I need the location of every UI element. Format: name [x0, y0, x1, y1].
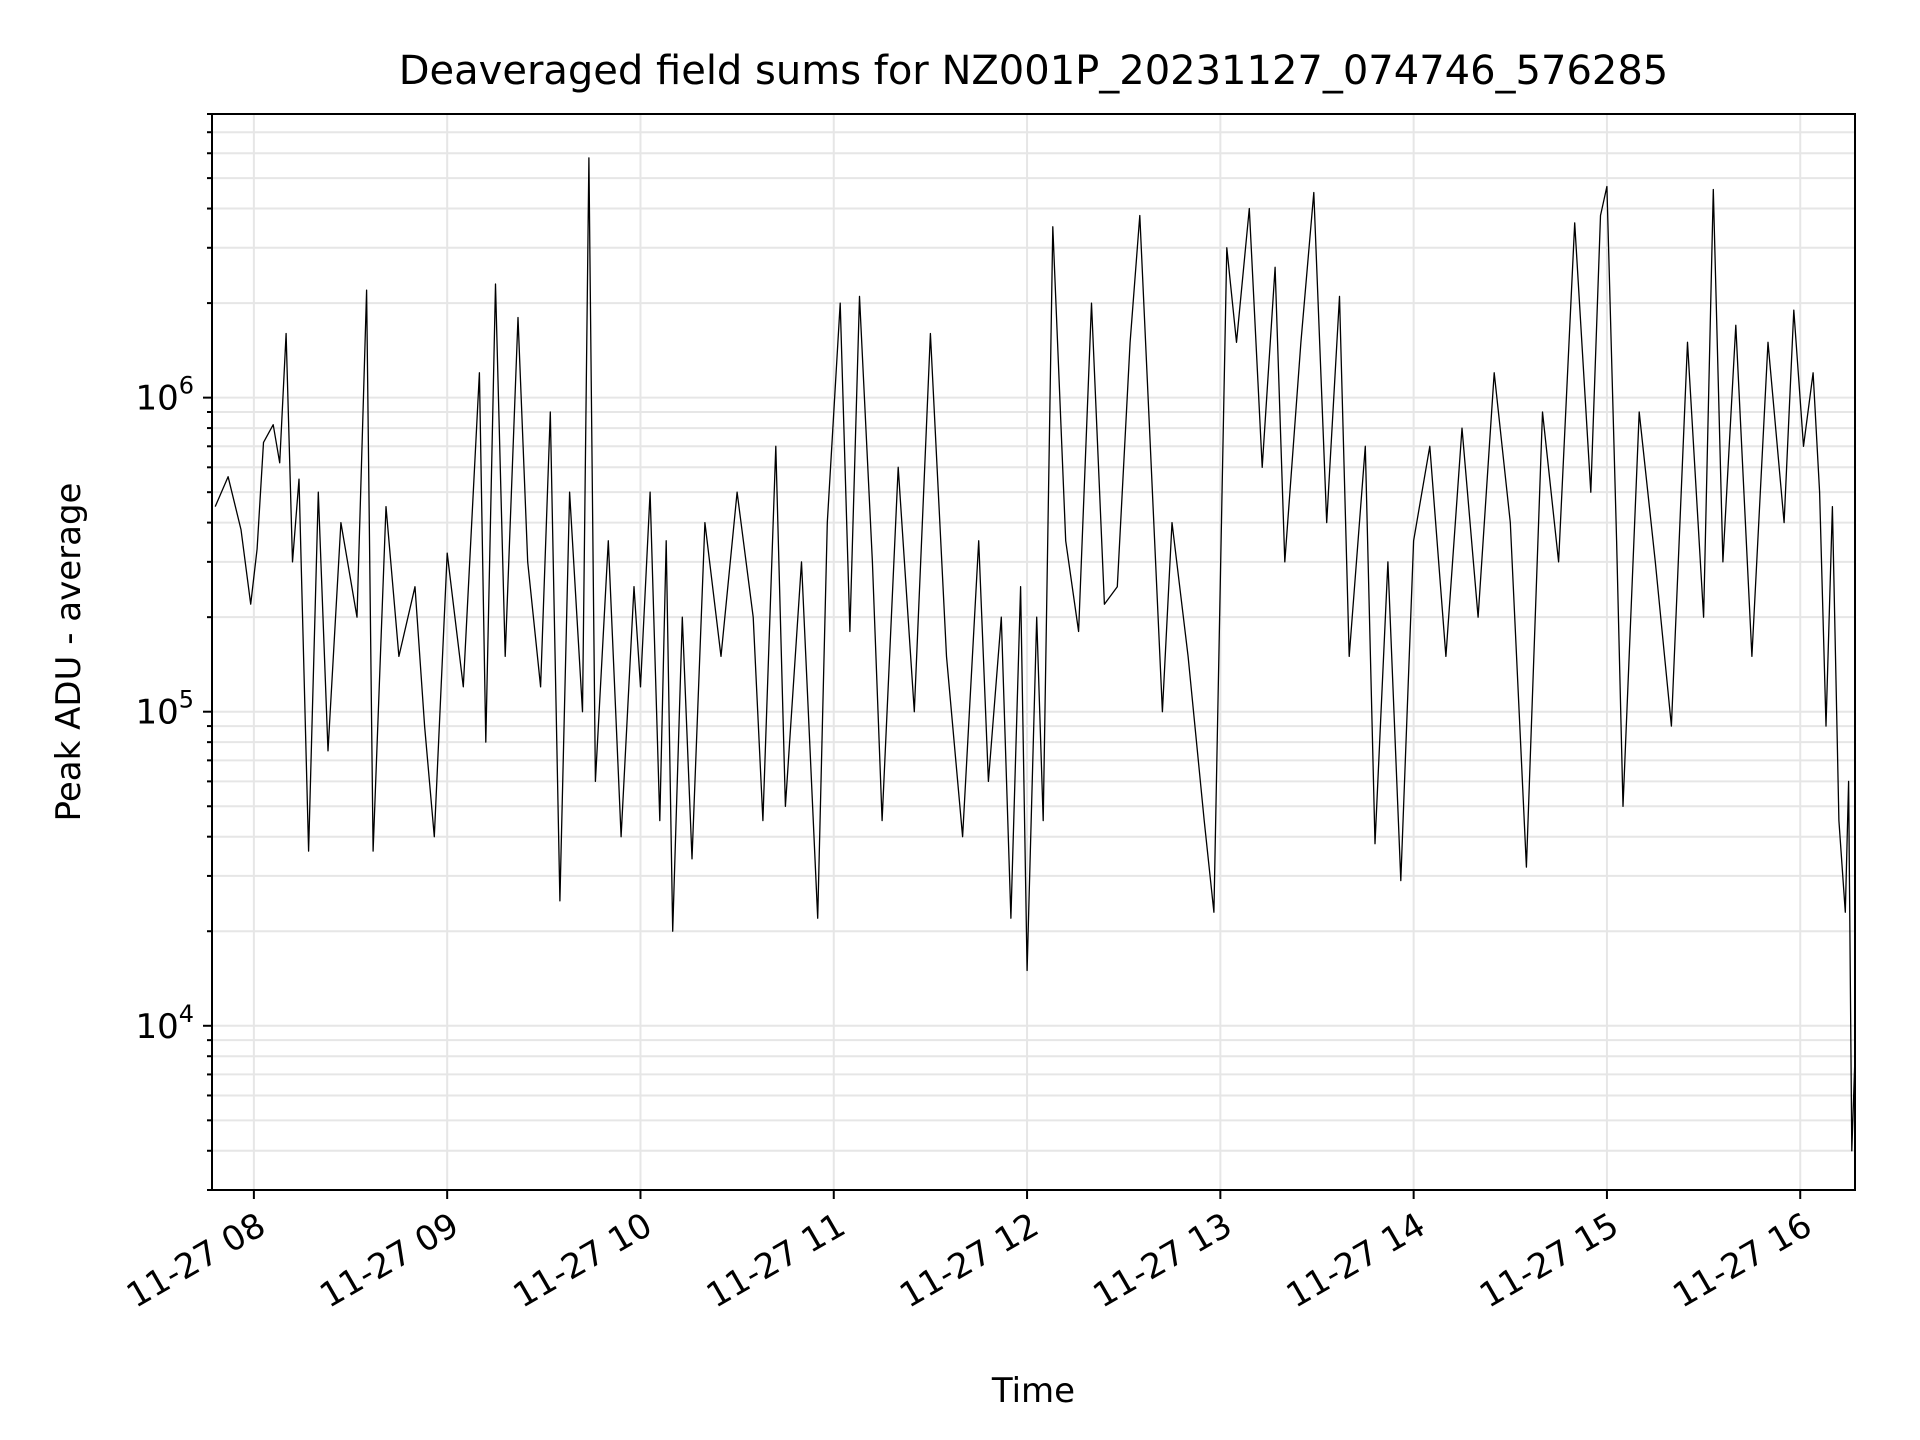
chart-title: Deaveraged field sums for NZ001P_2023112… — [399, 48, 1669, 94]
grid — [212, 113, 1855, 1191]
x-axis-label: Time — [991, 1371, 1075, 1411]
axes-frame — [211, 113, 1856, 1191]
y-tick-label: 105 — [135, 686, 194, 733]
y-axis-label: Peak ADU - average — [49, 483, 89, 822]
y-tick-label: 106 — [135, 372, 194, 419]
y-tick-label: 104 — [135, 1000, 194, 1047]
